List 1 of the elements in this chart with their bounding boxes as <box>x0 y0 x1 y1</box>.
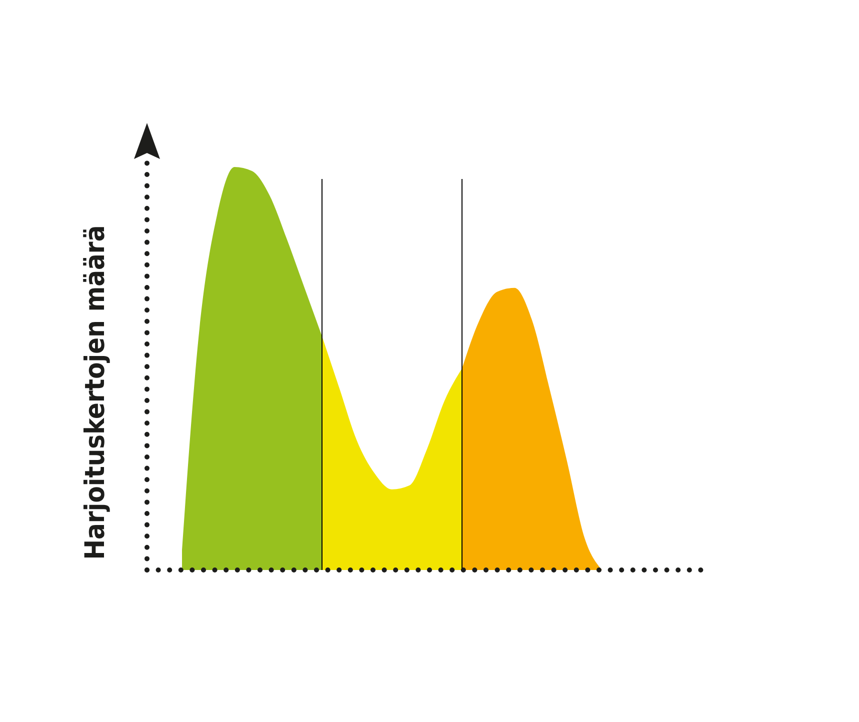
y-axis-title: Harjoituskertojen määrä <box>80 225 111 560</box>
